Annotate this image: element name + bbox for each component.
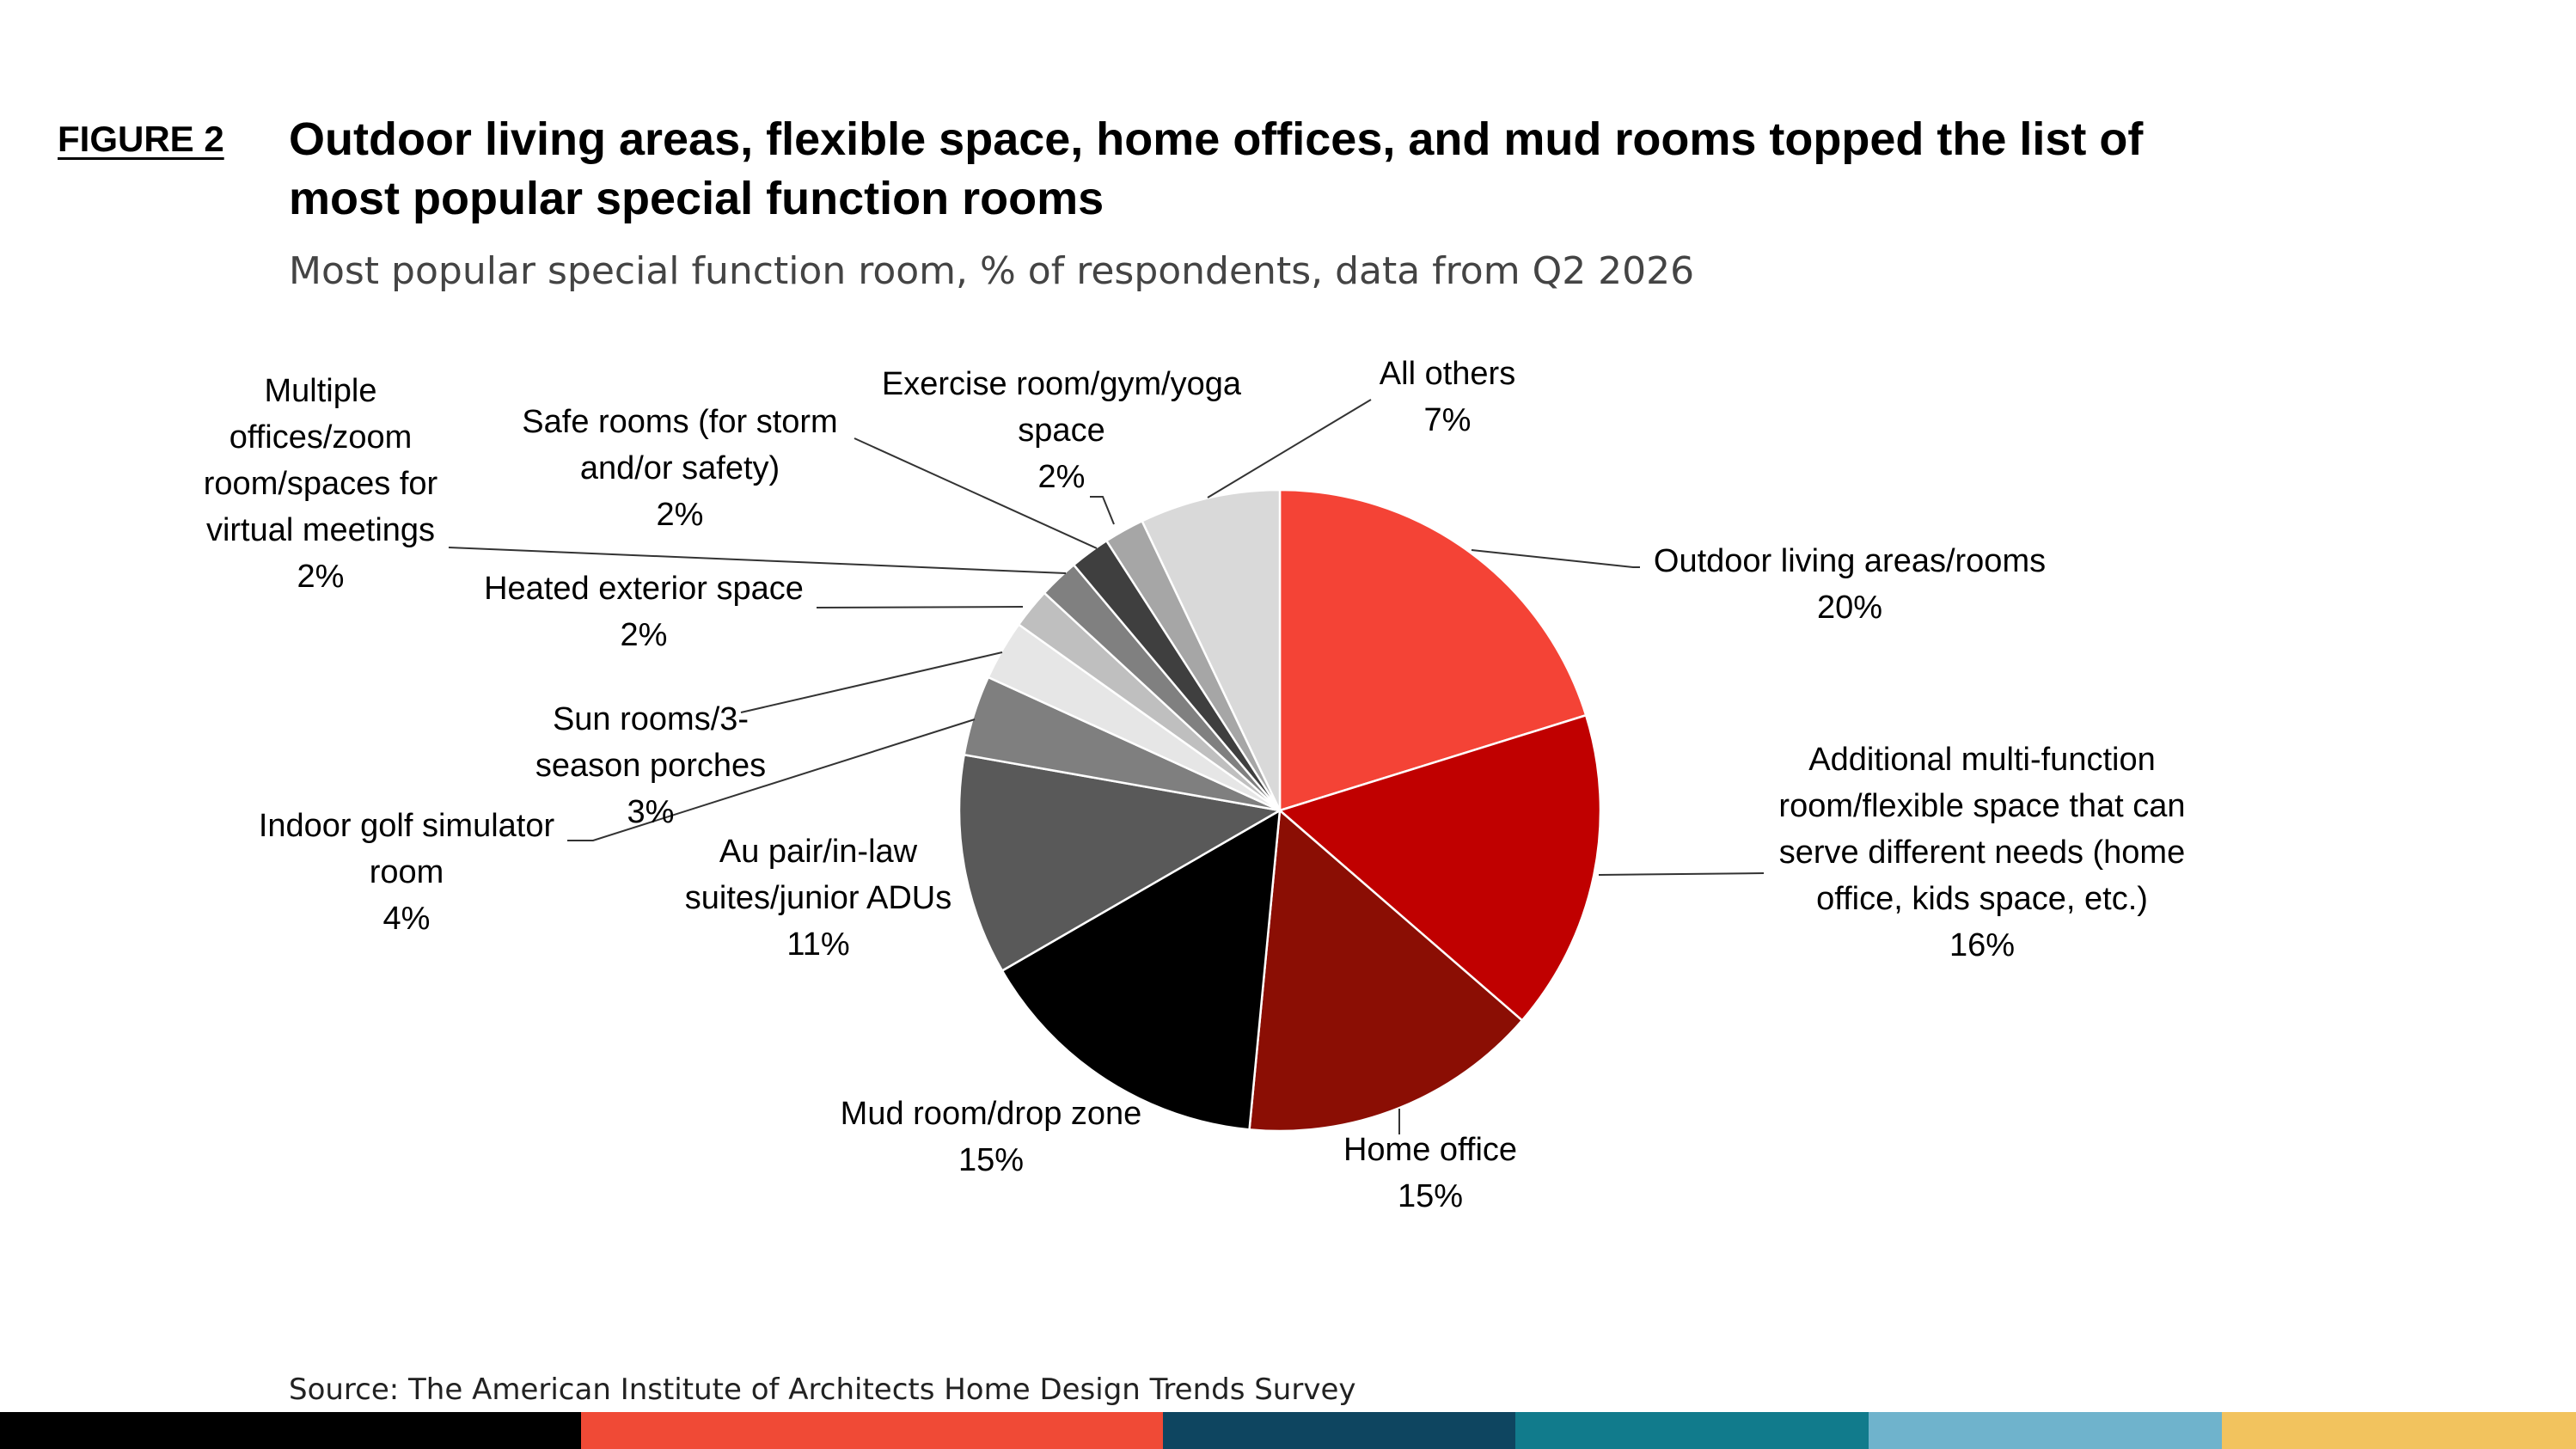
leader-line-heated-exterior-space [816, 606, 1024, 608]
slice-label-outdoor-living-areas-rooms: Outdoor living areas/rooms 20% [1654, 543, 2046, 626]
slice-percent: 2% [297, 559, 345, 595]
slice-percent: 4% [383, 901, 431, 937]
slice-label-safe-rooms-for-storm: Safe rooms (for storm and/or safety) 2% [522, 404, 837, 533]
slice-label-line: room/flexible space that can [1778, 788, 2185, 824]
slice-label-line: season porches [535, 748, 766, 784]
bottom-bar-segment [0, 1412, 581, 1449]
slice-percent: 11% [786, 926, 849, 963]
pie-slice-outdoor-living-areas-rooms [1278, 488, 1588, 812]
slice-label-line: Mud room/drop zone [841, 1096, 1142, 1132]
slice-label-indoor-golf-simulator: Indoor golf simulator room 4% [259, 808, 555, 937]
slice-label-line: and/or safety) [580, 450, 780, 486]
slice-label-line: Indoor golf simulator [259, 808, 555, 844]
slice-label-all-others: All others 7% [1380, 356, 1515, 438]
slice-label-heated-exterior-space: Heated exterior space 2% [484, 571, 804, 653]
slice-label-line: Multiple [265, 373, 377, 409]
bottom-bar-segment [1163, 1412, 1515, 1449]
slice-label-line: room/spaces for [204, 466, 438, 502]
bottom-bar-segment [1869, 1412, 2222, 1449]
leader-line-sun-rooms-3 [740, 651, 1003, 713]
leader-line-additional-multi-function [1598, 872, 1765, 876]
slice-label-line: serve different needs (home [1779, 835, 2185, 871]
slice-percent: 3% [627, 794, 675, 830]
slice-percent: 20% [1817, 590, 1882, 626]
slice-label-line: Au pair/in-law [719, 834, 918, 870]
pie-slice-additional-multi-function [1277, 713, 1602, 1023]
pie-slice-au-pair-in-law [958, 753, 1283, 973]
source-note: Source: The American Institute of Archit… [289, 1373, 1356, 1407]
slice-label-line: Additional multi-function [1808, 742, 2155, 778]
chart-title: Outdoor living areas, flexible space, ho… [289, 113, 2144, 224]
pie-slice-all-others [1141, 488, 1282, 811]
leader-line-indoor-golf-simulator [567, 718, 976, 841]
bottom-bar-segment [1515, 1412, 1869, 1449]
leader-line-exercise-room-gym-yoga [1090, 496, 1115, 525]
slice-label-au-pair-in-law: Au pair/in-law suites/junior ADUs 11% [685, 834, 951, 963]
slice-label-line: Exercise room/gym/yoga [882, 366, 1242, 402]
slice-percent: 2% [1038, 459, 1086, 495]
slice-label-home-office: Home office 15% [1343, 1132, 1517, 1214]
slice-label-additional-multi-function: Additional multi-function room/flexible s… [1778, 742, 2185, 963]
bottom-color-bar [0, 1412, 2576, 1449]
slice-label-line: office, kids space, etc.) [1816, 881, 2148, 917]
slice-percent: 15% [1398, 1178, 1463, 1214]
slice-label-line: Safe rooms (for storm [522, 404, 837, 440]
figure-label: FIGURE 2 [58, 119, 224, 159]
pie-slices [958, 488, 1602, 1133]
slice-labels: Outdoor living areas/rooms 20% Additional … [204, 356, 2186, 1214]
slice-percent: 16% [1949, 927, 2015, 963]
bottom-bar-segment [581, 1412, 1163, 1449]
slice-percent: 15% [958, 1142, 1024, 1178]
slice-label-line: Heated exterior space [484, 571, 804, 607]
slice-label-line: space [1018, 413, 1104, 449]
slice-label-line: virtual meetings [206, 512, 435, 548]
leader-line-all-others [1207, 399, 1372, 498]
leader-lines [448, 399, 1765, 1134]
slice-label-line: Outdoor living areas/rooms [1654, 543, 2046, 579]
leader-line-outdoor-living-areas-rooms [1471, 549, 1640, 568]
slice-label-multiple: Multiple offices/zoom room/spaces for virtu… [204, 373, 438, 595]
slice-label-line: Sun rooms/3- [553, 701, 749, 737]
slice-label-exercise-room-gym-yoga: Exercise room/gym/yoga space 2% [882, 366, 1242, 495]
slice-label-line: room [370, 854, 444, 890]
slice-label-line: offices/zoom [229, 419, 413, 455]
slice-label-line: suites/junior ADUs [685, 880, 951, 916]
chart-subtitle: Most popular special function room, % of… [289, 249, 1695, 293]
slice-percent: 2% [621, 617, 668, 653]
pie-slice-mud-room-drop-zone [1000, 808, 1282, 1131]
slice-percent: 2% [657, 497, 704, 533]
leader-line-safe-rooms-for-storm [854, 437, 1098, 549]
slice-percent: 7% [1424, 402, 1472, 438]
slice-label-mud-room-drop-zone: Mud room/drop zone 15% [841, 1096, 1142, 1178]
leader-line-multiple [448, 547, 1067, 574]
slice-label-line: All others [1380, 356, 1515, 392]
pie-slice-home-office [1248, 808, 1524, 1133]
slice-label-line: Home office [1343, 1132, 1517, 1168]
slice-label-sun-rooms-3: Sun rooms/3- season porches 3% [535, 701, 766, 830]
bottom-bar-segment [2222, 1412, 2576, 1449]
